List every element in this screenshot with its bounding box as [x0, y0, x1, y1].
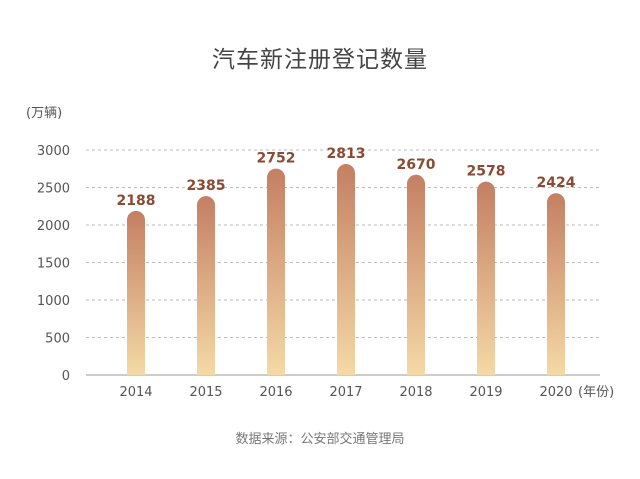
x-tick-label-2019: 2019: [469, 385, 502, 400]
x-tick-label-2017: 2017: [329, 385, 362, 400]
y-tick-label: 3000: [37, 144, 70, 159]
bar-2016: [267, 168, 285, 375]
y-tick-label: 0: [62, 369, 70, 384]
x-tick-label-2018: 2018: [399, 385, 432, 400]
y-tick-label: 1500: [37, 257, 70, 272]
bar-2015: [197, 196, 215, 375]
bar-2014: [127, 210, 145, 375]
y-tick-label: 2000: [37, 219, 70, 234]
bar-2019: [477, 181, 495, 375]
data-source-note: 数据来源：公安部交通管理局: [235, 432, 405, 447]
value-labels: 2188 2385 2752 2813 2670 2578 2424: [117, 146, 576, 209]
chart-title: 汽车新注册登记数量: [212, 47, 428, 73]
value-label-2017: 2813: [327, 146, 366, 162]
y-tick-label: 500: [45, 332, 70, 347]
value-label-2019: 2578: [467, 164, 506, 180]
bar-2018: [407, 174, 425, 375]
x-tick-label-2016: 2016: [259, 385, 292, 400]
bars: [127, 164, 565, 375]
x-tick-label-2020: 2020: [539, 385, 572, 400]
x-axis-ticks: 2014 2015 2016 2017 2018 2019 2020 (年份): [119, 385, 614, 400]
x-axis-unit: (年份): [578, 385, 614, 400]
y-tick-label: 2500: [37, 182, 70, 197]
value-label-2016: 2752: [257, 151, 296, 167]
y-axis-unit: (万辆): [26, 106, 63, 121]
bar-2017: [337, 164, 355, 375]
value-label-2014: 2188: [117, 193, 156, 209]
y-axis-ticks: 0 500 1000 1500 2000 2500 3000: [37, 144, 70, 384]
value-label-2015: 2385: [187, 178, 226, 194]
x-tick-label-2014: 2014: [119, 385, 152, 400]
value-label-2020: 2424: [537, 175, 576, 191]
y-tick-label: 1000: [37, 294, 70, 309]
x-tick-label-2015: 2015: [189, 385, 222, 400]
bar-2020: [547, 193, 565, 375]
value-label-2018: 2670: [397, 157, 436, 173]
